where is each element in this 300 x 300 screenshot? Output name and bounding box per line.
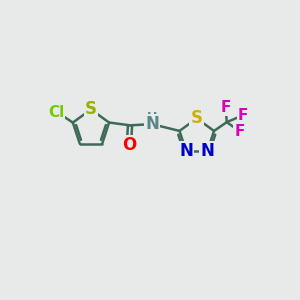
Text: S: S	[85, 100, 97, 118]
Text: N: N	[179, 142, 193, 160]
Text: H: H	[147, 111, 157, 124]
Text: F: F	[234, 124, 245, 139]
Text: N: N	[200, 142, 214, 160]
Text: F: F	[220, 100, 231, 115]
Text: S: S	[191, 110, 203, 128]
Text: N: N	[145, 115, 159, 133]
Text: Cl: Cl	[48, 105, 64, 120]
Text: O: O	[122, 136, 136, 154]
Text: F: F	[238, 108, 248, 123]
